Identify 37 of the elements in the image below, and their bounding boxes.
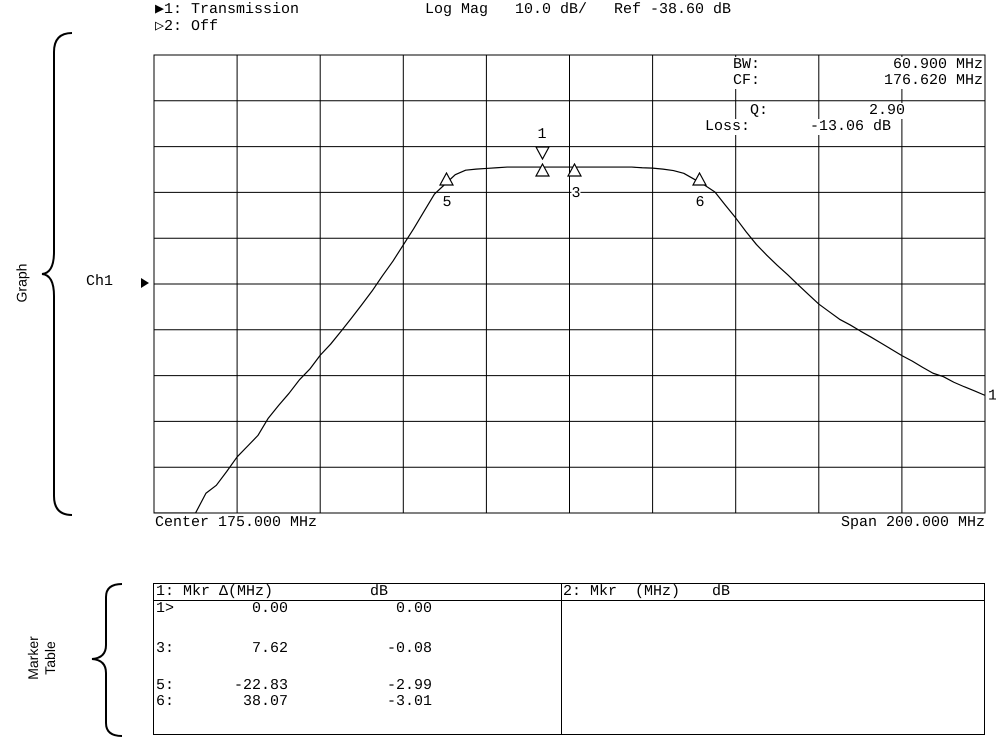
text: BW: (733, 56, 760, 73)
text: 1: Mkr Δ(MHz) (156, 583, 274, 600)
text: 2.90 (868, 102, 905, 119)
text: Center 175.000 MHz (155, 514, 318, 531)
text: 3: (156, 640, 174, 657)
text: Loss: (705, 118, 750, 135)
text: -22.83 (234, 677, 288, 694)
text: 2: Mkr (MHz) (563, 583, 680, 600)
text: Q: (750, 102, 768, 119)
text: Span 200.000 MHz (840, 514, 985, 531)
text: dB (370, 583, 388, 600)
series-label: 1 (988, 387, 996, 404)
text: 1> (156, 600, 174, 617)
text: 176.620 MHz (884, 72, 983, 89)
text: -0.08 (386, 640, 432, 657)
text: ▶1: Transmission (155, 1, 300, 18)
text: 0.00 (252, 600, 288, 617)
text: 0.00 (396, 600, 432, 617)
annotation: 5 (442, 194, 452, 211)
text: Marker Table (25, 635, 59, 682)
text: 60.900 MHz (892, 56, 983, 73)
text: -3.01 (386, 693, 432, 710)
annotation: 6 (695, 194, 705, 211)
text: -2.99 (386, 677, 432, 694)
text: ▷2: Off (155, 18, 218, 35)
text: Graph (14, 264, 30, 302)
text: 38.07 (242, 693, 288, 710)
text: 5: (156, 677, 174, 694)
text: Log Mag 10.0 dB/ Ref -38.60 dB (425, 1, 732, 18)
text: 6: (156, 693, 174, 710)
text: Ch1 (86, 273, 114, 290)
text: dB (712, 583, 730, 600)
text: -13.06 dB (810, 118, 892, 135)
text: 7.62 (252, 640, 288, 657)
text: 1 (537, 126, 547, 143)
annotation: 3 (571, 185, 581, 202)
text: CF: (733, 72, 760, 89)
